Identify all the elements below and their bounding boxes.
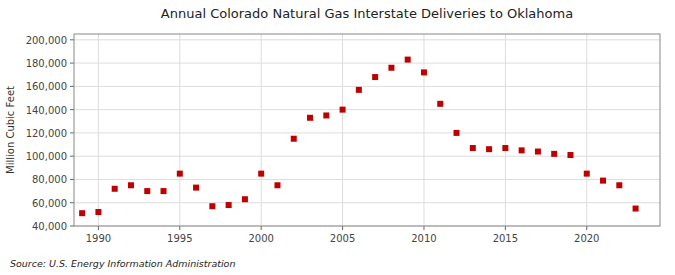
tick (179, 226, 180, 230)
grid-line (74, 202, 660, 203)
tick (70, 86, 74, 87)
point (340, 107, 346, 113)
point (486, 146, 492, 152)
point (551, 151, 557, 157)
point (161, 188, 167, 194)
grid-line (98, 34, 99, 226)
tick (505, 226, 506, 230)
tick (70, 202, 74, 203)
tick-label: 1995 (167, 233, 192, 244)
tick (261, 226, 262, 230)
grid-line (586, 34, 587, 226)
tick (98, 226, 99, 230)
tick-label: 100,000 (26, 151, 67, 162)
tick (70, 156, 74, 157)
tick (70, 226, 74, 227)
grid-line (74, 109, 660, 110)
points (79, 57, 638, 217)
point (633, 206, 639, 212)
chart: Annual Colorado Natural Gas Interstate D… (0, 0, 675, 275)
tick-label: 2015 (493, 233, 518, 244)
axes: 40,000 60,000 80,000 100,000 120,000 140,000 1… (26, 34, 660, 244)
point (356, 87, 362, 93)
tick (70, 179, 74, 180)
point (421, 69, 427, 75)
grid-line (74, 39, 660, 40)
tick-label: 180,000 (26, 58, 67, 69)
tick-label: 120,000 (26, 128, 67, 139)
tick (342, 226, 343, 230)
point (519, 147, 525, 153)
grid (74, 34, 660, 226)
tick (423, 226, 424, 230)
point (535, 149, 541, 155)
grid-line (74, 132, 660, 133)
point (567, 152, 573, 158)
tick-label: 2000 (248, 233, 273, 244)
point (291, 136, 297, 142)
tick-label: 60,000 (32, 198, 67, 209)
grid-line (261, 34, 262, 226)
tick-label: 2005 (330, 233, 355, 244)
point (193, 185, 199, 191)
point (177, 171, 183, 177)
point (616, 182, 622, 188)
grid-line (505, 34, 506, 226)
point (405, 57, 411, 63)
point (258, 171, 264, 177)
point (470, 145, 476, 151)
point (437, 101, 443, 107)
grid-line (74, 63, 660, 64)
point (372, 74, 378, 80)
grid-line (179, 34, 180, 226)
point (307, 115, 313, 121)
source-note: Source: U.S. Energy Information Administ… (10, 258, 235, 269)
tick (70, 132, 74, 133)
point (388, 65, 394, 71)
grid-line (423, 34, 424, 226)
grid-line (74, 86, 660, 87)
tick (70, 39, 74, 40)
tick-label: 40,000 (32, 221, 67, 232)
tick-label: 80,000 (32, 174, 67, 185)
grid-line (342, 34, 343, 226)
point (209, 203, 215, 209)
point (95, 209, 101, 215)
point (144, 188, 150, 194)
point (112, 186, 118, 192)
point (600, 178, 606, 184)
tick-label: 140,000 (26, 105, 67, 116)
point (584, 171, 590, 177)
tick (70, 63, 74, 64)
tick-label: 160,000 (26, 81, 67, 92)
point (323, 112, 329, 118)
y-axis-label: Million Cubic Feet (5, 86, 16, 174)
point (502, 145, 508, 151)
point (242, 196, 248, 202)
point (226, 202, 232, 208)
tick-label: 200,000 (26, 35, 67, 46)
tick-label: 2020 (574, 233, 599, 244)
point (454, 130, 460, 136)
title: Annual Colorado Natural Gas Interstate D… (161, 6, 573, 21)
tick (70, 109, 74, 110)
tick (586, 226, 587, 230)
grid-line (74, 179, 660, 180)
point (128, 182, 134, 188)
point (79, 210, 85, 216)
tick-label: 2010 (411, 233, 436, 244)
point (274, 182, 280, 188)
tick-label: 1990 (86, 233, 111, 244)
plot-frame (74, 34, 660, 226)
